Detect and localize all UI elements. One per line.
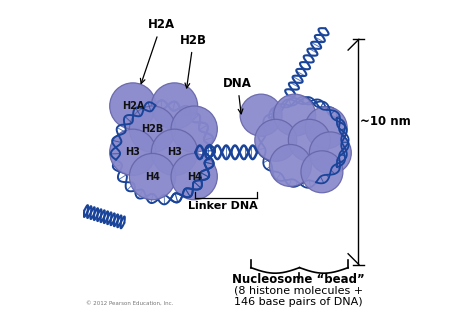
Circle shape (151, 129, 198, 175)
Circle shape (240, 94, 282, 136)
Circle shape (288, 119, 330, 161)
Text: ~10 nm: ~10 nm (360, 115, 411, 127)
Text: DNA: DNA (223, 77, 252, 114)
Circle shape (273, 94, 316, 136)
Circle shape (310, 132, 351, 174)
Text: © 2012 Pearson Education, Inc.: © 2012 Pearson Education, Inc. (86, 301, 173, 306)
Text: H4: H4 (187, 172, 201, 182)
Circle shape (109, 83, 156, 129)
Text: H3: H3 (126, 147, 140, 157)
Circle shape (255, 119, 297, 161)
Text: H2B: H2B (180, 34, 207, 88)
Circle shape (305, 107, 347, 149)
Text: Nucleosome “bead”: Nucleosome “bead” (232, 272, 365, 286)
Text: (8 histone molecules +: (8 histone molecules + (234, 286, 363, 296)
Text: H2B: H2B (141, 124, 164, 134)
Circle shape (129, 153, 176, 200)
Text: H2A: H2A (122, 101, 144, 111)
Text: H2A: H2A (140, 19, 174, 83)
Text: H3: H3 (167, 147, 182, 157)
Text: 146 base pairs of DNA): 146 base pairs of DNA) (235, 297, 363, 307)
Circle shape (301, 151, 343, 193)
Text: Linker DNA: Linker DNA (188, 201, 258, 211)
Circle shape (171, 153, 217, 200)
Circle shape (269, 144, 311, 187)
Circle shape (109, 129, 156, 175)
Circle shape (129, 106, 176, 152)
Circle shape (151, 83, 198, 129)
Circle shape (171, 106, 217, 152)
Text: H4: H4 (145, 172, 160, 182)
